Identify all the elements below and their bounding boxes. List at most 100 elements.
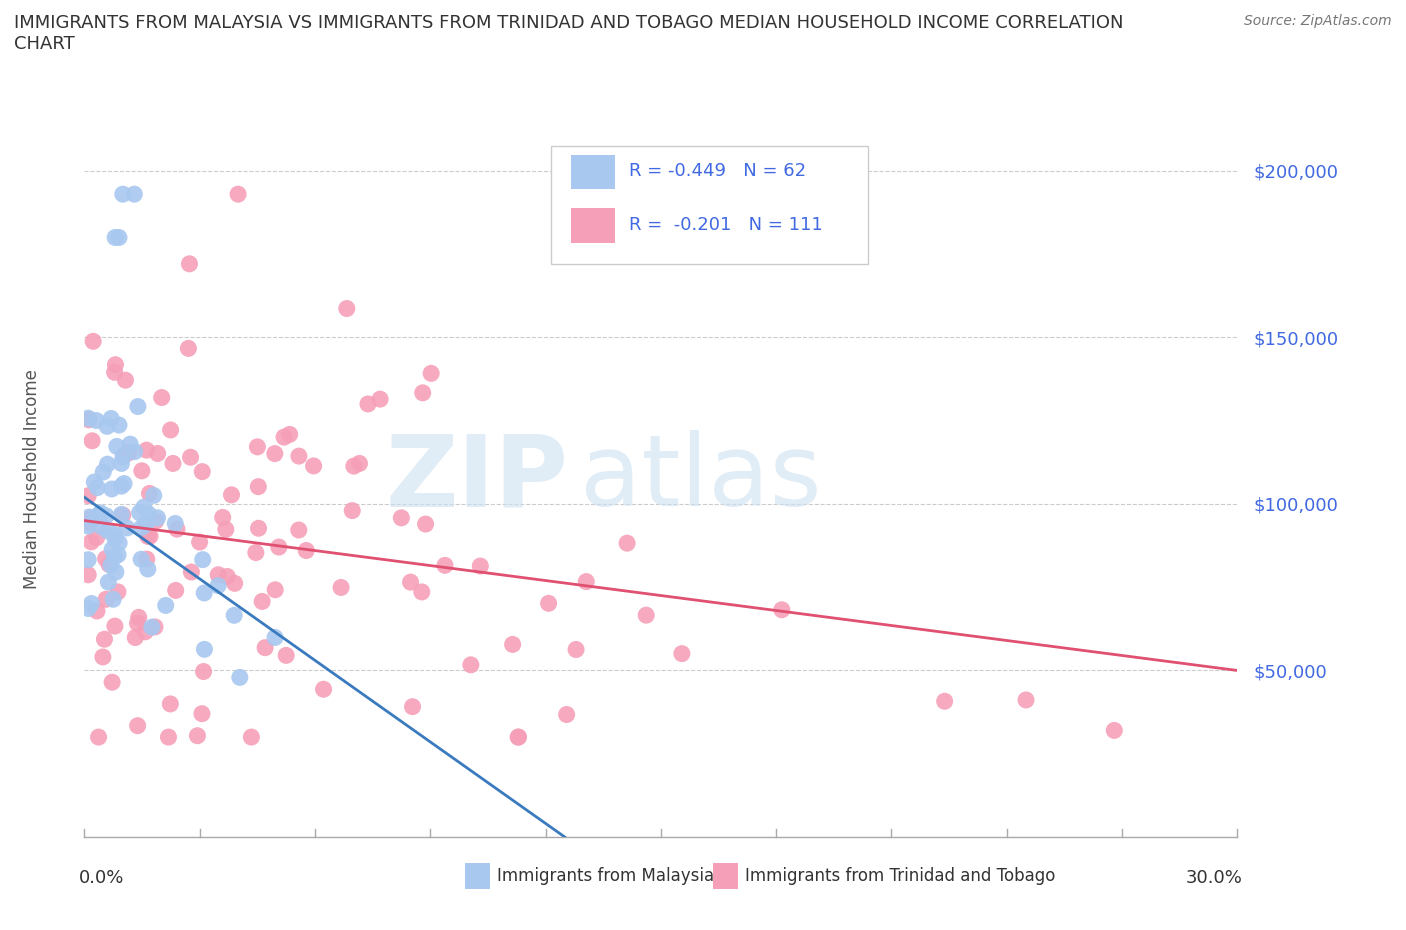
Point <box>146 511 169 525</box>
Point <box>636 607 658 622</box>
Point <box>86 604 108 618</box>
Point <box>278 427 301 442</box>
Point <box>86 480 108 495</box>
Point <box>565 642 588 657</box>
Point <box>142 488 165 503</box>
Point <box>120 437 142 452</box>
Point <box>399 575 422 590</box>
Point <box>82 334 104 349</box>
Point <box>389 511 412 525</box>
Point <box>165 516 187 531</box>
Bar <box>465 863 491 888</box>
Point <box>193 586 215 601</box>
Point <box>112 476 135 491</box>
Point <box>146 446 169 461</box>
Point <box>77 519 100 534</box>
Point <box>302 458 325 473</box>
Point <box>211 510 233 525</box>
Point <box>77 601 100 616</box>
Point <box>263 446 285 461</box>
Point <box>506 730 529 745</box>
Point <box>127 399 149 414</box>
Point <box>162 456 184 471</box>
Point <box>224 608 246 623</box>
Point <box>186 728 208 743</box>
Point <box>111 508 134 523</box>
Point <box>124 631 146 645</box>
Point <box>159 422 181 437</box>
Point <box>159 697 181 711</box>
FancyBboxPatch shape <box>551 146 869 264</box>
Point <box>93 631 115 646</box>
Point <box>77 510 100 525</box>
Point <box>191 464 214 479</box>
Point <box>224 576 246 591</box>
Point <box>537 596 560 611</box>
Point <box>134 624 156 639</box>
Point <box>104 531 127 546</box>
Point <box>415 517 437 532</box>
Point <box>131 463 153 478</box>
Point <box>108 230 131 245</box>
Point <box>91 465 114 480</box>
Point <box>264 630 287 644</box>
Point <box>135 551 157 566</box>
Point <box>1015 693 1038 708</box>
Point <box>107 584 129 599</box>
Point <box>79 515 101 530</box>
Point <box>104 618 127 633</box>
Point <box>110 479 132 494</box>
Point <box>191 706 214 721</box>
Point <box>267 539 290 554</box>
Point <box>150 390 173 405</box>
Point <box>247 479 270 494</box>
Point <box>246 439 269 454</box>
Point <box>412 385 434 400</box>
Point <box>288 448 311 463</box>
Point <box>91 649 114 664</box>
Point <box>103 527 125 542</box>
Point <box>247 521 270 536</box>
Point <box>157 730 180 745</box>
Point <box>135 516 157 531</box>
Point <box>295 543 318 558</box>
Point <box>575 574 598 589</box>
Point <box>110 507 132 522</box>
Point <box>229 670 252 684</box>
Point <box>145 513 167 528</box>
Point <box>177 341 200 356</box>
Point <box>433 558 456 573</box>
Point <box>460 658 482 672</box>
Point <box>97 575 120 590</box>
Point <box>124 445 146 459</box>
Point <box>103 591 125 606</box>
Point <box>470 559 492 574</box>
Point <box>343 458 366 473</box>
Point <box>342 503 364 518</box>
Text: 0.0%: 0.0% <box>79 870 124 887</box>
Point <box>114 373 136 388</box>
Point <box>188 535 211 550</box>
Point <box>112 447 135 462</box>
Point <box>77 488 100 503</box>
Point <box>110 456 132 471</box>
Point <box>96 418 118 433</box>
Point <box>357 396 380 411</box>
Point <box>104 365 127 379</box>
Point <box>411 584 433 599</box>
Point <box>221 487 243 502</box>
Point <box>1104 723 1126 737</box>
Point <box>502 637 524 652</box>
Point <box>179 257 201 272</box>
Point <box>136 562 159 577</box>
Point <box>86 530 108 545</box>
Text: 30.0%: 30.0% <box>1187 870 1243 887</box>
Point <box>226 187 249 202</box>
Point <box>83 474 105 489</box>
Point <box>77 552 100 567</box>
Point <box>127 718 149 733</box>
Point <box>180 450 202 465</box>
Point <box>770 603 793 618</box>
Point <box>240 730 263 745</box>
Point <box>132 499 155 514</box>
